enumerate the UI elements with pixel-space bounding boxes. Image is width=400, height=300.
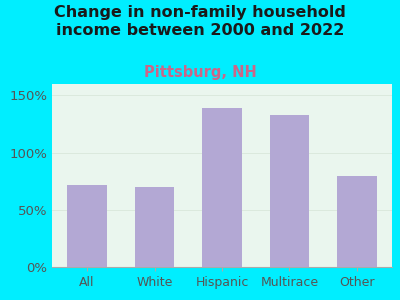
Bar bbox=[135, 187, 174, 267]
Text: Pittsburg, NH: Pittsburg, NH bbox=[144, 64, 256, 80]
Bar bbox=[68, 184, 106, 267]
Bar bbox=[202, 108, 242, 267]
Text: Change in non-family household
income between 2000 and 2022: Change in non-family household income be… bbox=[54, 4, 346, 38]
Bar bbox=[270, 115, 309, 267]
Bar bbox=[338, 176, 376, 267]
